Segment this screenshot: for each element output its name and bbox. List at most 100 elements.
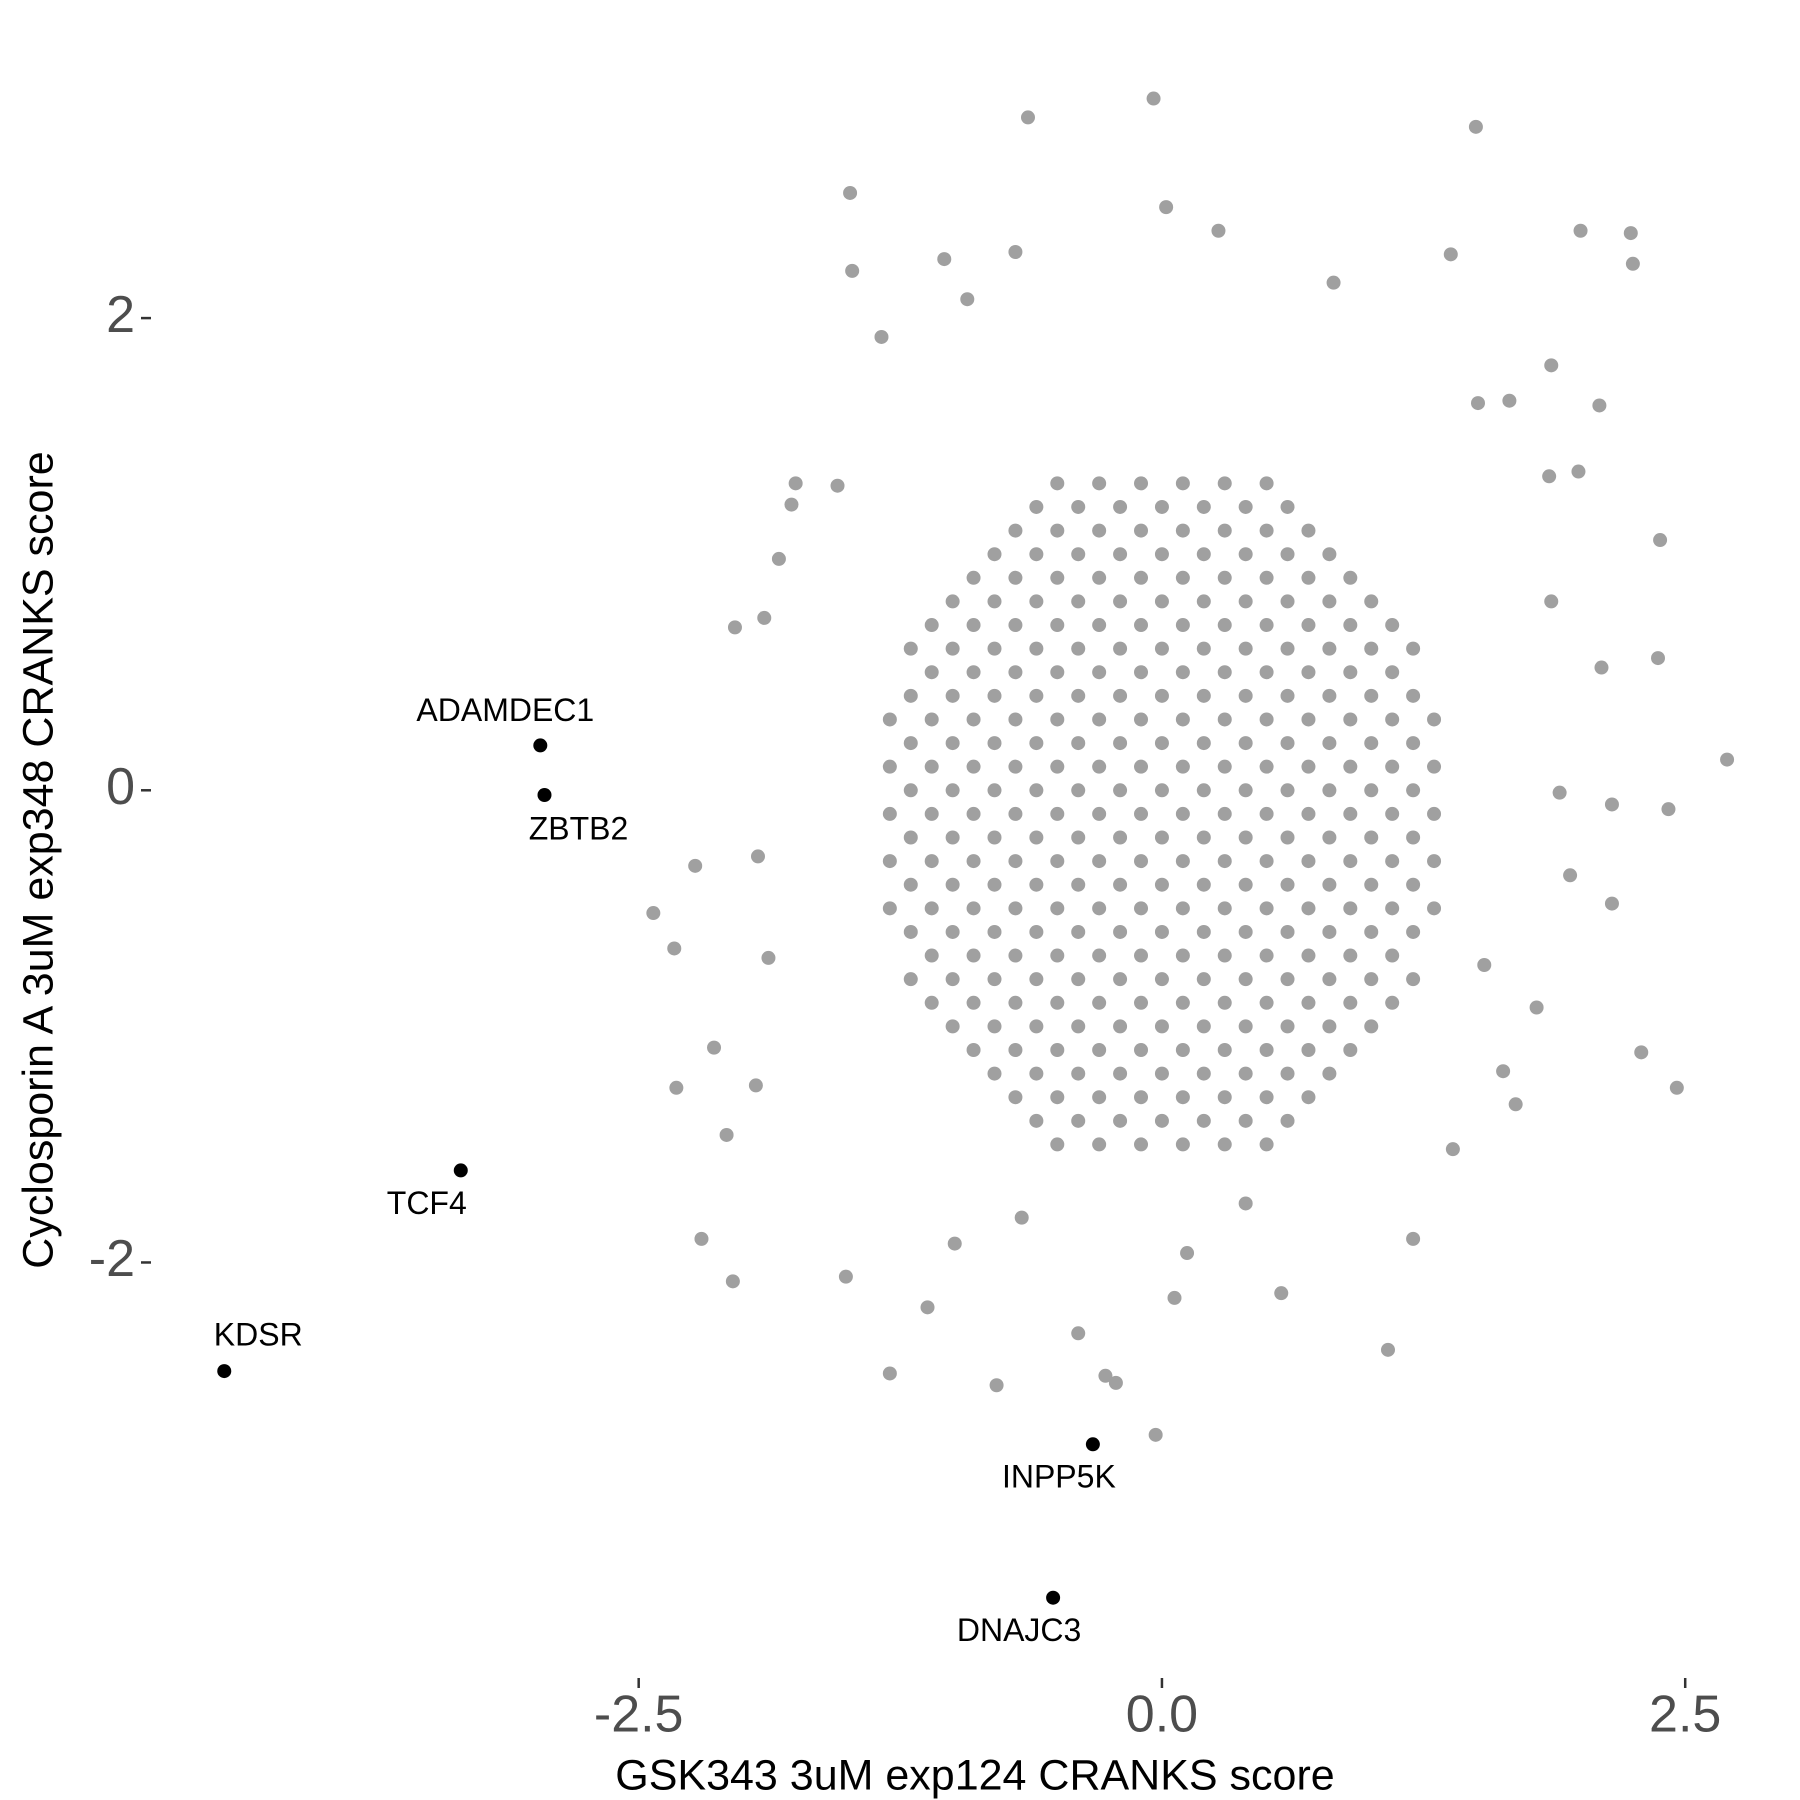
point — [1134, 1090, 1149, 1105]
point — [989, 1378, 1004, 1393]
point — [1217, 1137, 1232, 1152]
point — [1071, 736, 1086, 751]
point — [1385, 806, 1400, 821]
point — [1154, 641, 1169, 656]
point — [1071, 1019, 1086, 1034]
point — [1071, 1113, 1086, 1128]
point — [1259, 665, 1274, 680]
point — [1406, 783, 1421, 798]
point-label: TCF4 — [387, 1185, 467, 1221]
point — [1050, 665, 1065, 680]
point — [1380, 1342, 1395, 1357]
point — [719, 1127, 734, 1142]
point — [1154, 924, 1169, 939]
point — [1427, 806, 1442, 821]
point — [1113, 547, 1128, 562]
point — [1427, 712, 1442, 727]
point — [1301, 759, 1316, 774]
point — [1259, 1090, 1274, 1105]
point — [1175, 1042, 1190, 1057]
point — [1720, 752, 1735, 767]
point — [1217, 618, 1232, 633]
point — [843, 185, 858, 200]
point — [1196, 924, 1211, 939]
point — [1604, 797, 1619, 812]
point — [1259, 618, 1274, 633]
point — [1092, 854, 1107, 869]
point — [1238, 688, 1253, 703]
point — [1071, 877, 1086, 892]
point — [750, 849, 765, 864]
point — [1259, 1137, 1274, 1152]
point — [1301, 1042, 1316, 1057]
point — [1322, 547, 1337, 562]
point — [1113, 830, 1128, 845]
point — [1008, 806, 1023, 821]
point — [1008, 244, 1023, 259]
point — [1050, 1090, 1065, 1105]
point — [1259, 570, 1274, 585]
point — [1050, 712, 1065, 727]
point — [945, 736, 960, 751]
point — [1427, 759, 1442, 774]
point — [1175, 1137, 1190, 1152]
y-axis-title: Cyclosporin A 3uM exp348 CRANKS score — [14, 451, 62, 1268]
point — [1134, 901, 1149, 916]
point — [1301, 570, 1316, 585]
point — [1134, 759, 1149, 774]
point — [1364, 972, 1379, 987]
point — [903, 688, 918, 703]
point — [966, 854, 981, 869]
point — [1343, 854, 1358, 869]
point — [1134, 570, 1149, 585]
point — [1238, 1066, 1253, 1081]
point — [1343, 665, 1358, 680]
point — [1364, 594, 1379, 609]
point-label: ADAMDEC1 — [416, 692, 594, 728]
point — [1238, 547, 1253, 562]
point — [1563, 868, 1578, 883]
point — [1134, 618, 1149, 633]
point — [947, 1236, 962, 1251]
point — [924, 901, 939, 916]
point — [1301, 806, 1316, 821]
point — [1175, 948, 1190, 963]
point — [1175, 618, 1190, 633]
point — [1385, 618, 1400, 633]
point — [1301, 901, 1316, 916]
point — [1238, 1019, 1253, 1034]
point — [1050, 1042, 1065, 1057]
point — [966, 1042, 981, 1057]
point — [1196, 830, 1211, 845]
point — [1008, 618, 1023, 633]
point — [903, 641, 918, 656]
y-tick-label: 0 — [106, 758, 135, 816]
point — [1259, 806, 1274, 821]
highlight-point — [217, 1364, 232, 1379]
point — [1071, 688, 1086, 703]
point — [1326, 275, 1341, 290]
point — [1280, 830, 1295, 845]
point — [1113, 924, 1128, 939]
point — [1029, 783, 1044, 798]
point — [1217, 806, 1232, 821]
point — [966, 712, 981, 727]
point — [1571, 464, 1586, 479]
point — [1071, 924, 1086, 939]
point — [1050, 854, 1065, 869]
point — [1470, 396, 1485, 411]
point — [1385, 759, 1400, 774]
point — [1259, 523, 1274, 538]
point — [1385, 901, 1400, 916]
point — [966, 665, 981, 680]
point — [1217, 948, 1232, 963]
point — [945, 924, 960, 939]
point — [924, 995, 939, 1010]
point — [1175, 665, 1190, 680]
point — [945, 972, 960, 987]
point — [1343, 901, 1358, 916]
point — [1092, 570, 1107, 585]
point — [1029, 1113, 1044, 1128]
point — [757, 610, 772, 625]
point — [1385, 854, 1400, 869]
